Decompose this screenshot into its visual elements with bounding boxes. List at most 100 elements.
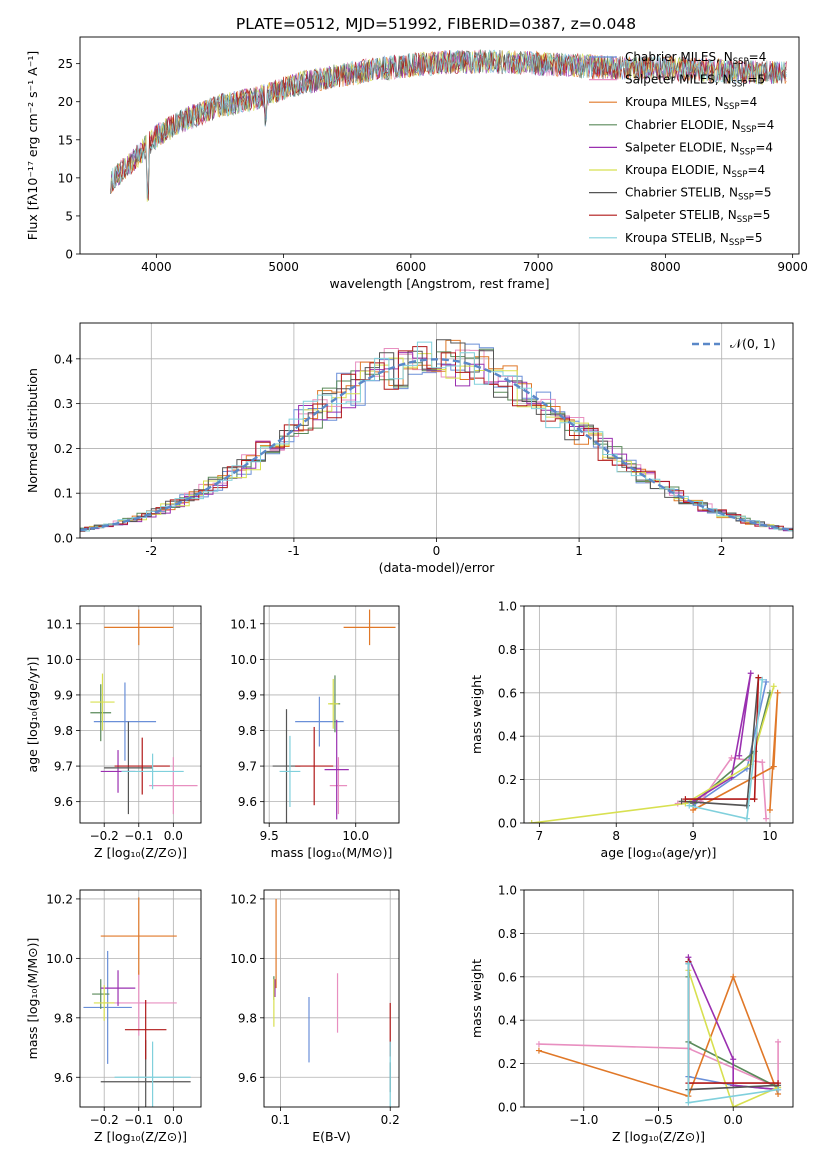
spectrum-line: [110, 49, 787, 199]
y-tick-label: 10.0: [230, 952, 257, 966]
data-marker: [766, 806, 773, 813]
x-tick-label: 0.0: [724, 1113, 743, 1127]
figure-title: PLATE=0512, MJD=51992, FIBERID=0387, z=0…: [236, 15, 636, 33]
data-marker: [682, 796, 689, 803]
plot-area: [273, 898, 391, 1107]
data-marker: [775, 1038, 782, 1045]
plot-area: [528, 670, 781, 823]
data-marker: [685, 1099, 692, 1106]
x-tick-label: 7000: [523, 260, 554, 274]
x-tick-label: 0.1: [271, 1113, 290, 1127]
x-tick-label: 10.0: [342, 829, 369, 843]
y-tick-label: 9.8: [54, 1011, 73, 1025]
legend-label: Kroupa STELIB, NSSP=5: [625, 231, 763, 248]
data-marker: [747, 670, 754, 677]
y-tick-label: 10: [58, 171, 73, 185]
data-marker: [775, 1080, 782, 1087]
y-tick-label: 9.7: [238, 760, 257, 774]
y-tick-label: 0.2: [498, 773, 517, 787]
axes-frame: [263, 605, 400, 824]
plot-area: [535, 954, 782, 1107]
y-tick-label: 0.2: [54, 442, 73, 456]
data-marker: [730, 973, 737, 980]
x-tick-label: 8000: [650, 260, 681, 274]
y-tick-label: 9.7: [54, 760, 73, 774]
x-tick-label: −0.1: [124, 829, 153, 843]
weight-line: [531, 686, 775, 823]
plot-area: [110, 49, 787, 202]
y-tick-label: 9.6: [54, 1071, 73, 1085]
x-axis-label: Z [log₁₀(Z/Z⊙)]: [94, 1129, 187, 1144]
x-tick-label: 0.2: [381, 1113, 400, 1127]
x-tick-label: −0.2: [90, 1113, 119, 1127]
chart-spectrum: 4000 5000 6000 7000 8000 9000 0 5 10 15 20 25 wavele…: [25, 36, 808, 291]
x-tick-label: -1: [288, 544, 300, 558]
y-tick-label: 9.6: [238, 795, 257, 809]
plot-area: [83, 897, 191, 1107]
axes-frame: [79, 605, 202, 824]
chart-residuals: -2 -1 0 1 2 0.0 0.1 0.2 0.3 0.4 (data-model)/error…: [25, 322, 794, 575]
data-marker: [775, 1086, 782, 1093]
data-marker: [686, 802, 693, 809]
data-marker: [755, 674, 762, 681]
legend-label: Salpeter STELIB, NSSP=5: [625, 208, 770, 225]
y-tick-label: 0: [65, 248, 73, 262]
y-tick-label: 0.8: [498, 643, 517, 657]
y-tick-label: 10.0: [46, 952, 73, 966]
plot-area: [272, 609, 396, 823]
x-tick-label: −1.0: [569, 1113, 598, 1127]
axes-frame: [523, 889, 794, 1108]
data-marker: [528, 820, 535, 823]
x-tick-label: 8: [612, 829, 620, 843]
y-tick-label: 10.0: [46, 653, 73, 667]
y-tick-label: 0.0: [54, 532, 73, 546]
y-tick-label: 9.6: [238, 1071, 257, 1085]
chart-mass_vs_Z: −0.2 −0.1 0.0 9.6 9.8 10.0 10.2 Z [log₁₀(Z/Z⊙)]…: [25, 889, 202, 1144]
legend-label: Salpeter ELODIE, NSSP=4: [625, 140, 773, 157]
y-axis-label: Normed distribution: [25, 368, 40, 493]
y-axis-label: mass weight: [469, 959, 484, 1038]
y-tick-label: 9.6: [54, 795, 73, 809]
data-marker: [690, 806, 697, 813]
y-tick-label: 0.6: [498, 970, 517, 984]
x-axis-label: mass [log₁₀(M/M⊙)]: [271, 845, 393, 860]
axes-frame: [263, 889, 400, 1108]
y-tick-label: 20: [58, 95, 73, 109]
x-tick-label: -2: [145, 544, 157, 558]
y-axis-label: mass [log₁₀(M/M⊙)]: [25, 938, 40, 1060]
data-marker: [751, 796, 758, 803]
chart-weight_vs_age: 7 8 9 10 0.0 0.2 0.4 0.6 0.8 1.0 age [log₁₀(age/yr…: [469, 600, 794, 860]
x-tick-label: 9: [689, 829, 697, 843]
data-marker: [759, 676, 766, 683]
chart-age_vs_Z: −0.2 −0.1 0.0 9.6 9.7 9.8 9.9 10.0 10.1 Z [log₁₀(…: [25, 605, 202, 860]
y-axis-label: age [log₁₀(age/yr)]: [25, 657, 40, 773]
data-marker: [730, 1104, 737, 1107]
y-tick-label: 0.6: [498, 686, 517, 700]
x-tick-label: 7: [536, 829, 544, 843]
gaussian-curve: [80, 358, 793, 532]
x-tick-label: 0.0: [164, 1113, 183, 1127]
y-tick-label: 9.8: [238, 1011, 257, 1025]
y-tick-label: 10.2: [46, 892, 73, 906]
y-tick-label: 10.1: [230, 617, 257, 631]
data-marker: [759, 759, 766, 766]
data-marker: [763, 678, 770, 685]
x-tick-label: 9.5: [260, 829, 279, 843]
chart-age_vs_mass: 9.5 10.0 9.6 9.7 9.8 9.9 10.0 10.1 mass [log₁₀(M…: [230, 605, 400, 860]
y-tick-label: 9.9: [238, 688, 257, 702]
y-tick-label: 0.0: [498, 1101, 517, 1115]
y-tick-label: 5: [65, 209, 73, 223]
x-axis-label: (data-model)/error: [379, 560, 496, 575]
y-tick-label: 1.0: [498, 600, 517, 614]
data-marker: [770, 763, 777, 770]
data-marker: [678, 798, 685, 805]
y-tick-label: 0.1: [54, 487, 73, 501]
x-tick-label: 1: [575, 544, 583, 558]
axes-frame: [79, 322, 794, 539]
x-tick-label: 5000: [268, 260, 299, 274]
legend-label: Chabrier ELODIE, NSSP=4: [625, 118, 774, 135]
y-axis-label: mass weight: [469, 675, 484, 754]
x-tick-label: 10: [762, 829, 777, 843]
plot-area: [80, 339, 793, 533]
